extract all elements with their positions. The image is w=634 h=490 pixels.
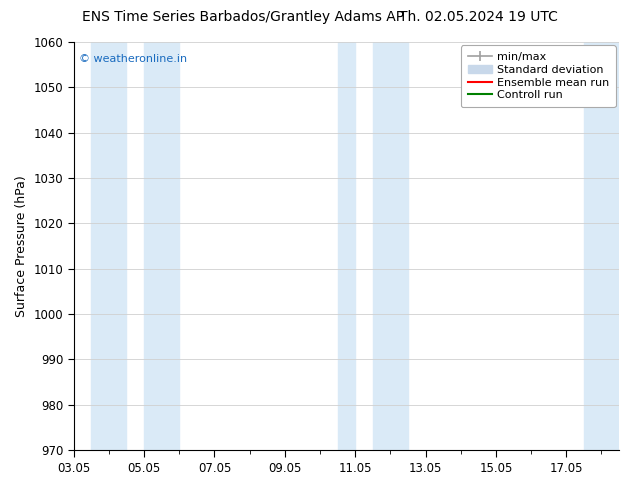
- Legend: min/max, Standard deviation, Ensemble mean run, Controll run: min/max, Standard deviation, Ensemble me…: [461, 46, 616, 107]
- Bar: [373, 42, 408, 450]
- Bar: [144, 42, 179, 450]
- Text: Th. 02.05.2024 19 UTC: Th. 02.05.2024 19 UTC: [399, 10, 558, 24]
- Bar: [337, 42, 355, 450]
- Bar: [91, 42, 127, 450]
- Text: © weatheronline.in: © weatheronline.in: [79, 54, 187, 64]
- Bar: [584, 42, 619, 450]
- Text: ENS Time Series Barbados/Grantley Adams AP: ENS Time Series Barbados/Grantley Adams …: [82, 10, 404, 24]
- Y-axis label: Surface Pressure (hPa): Surface Pressure (hPa): [15, 175, 28, 317]
